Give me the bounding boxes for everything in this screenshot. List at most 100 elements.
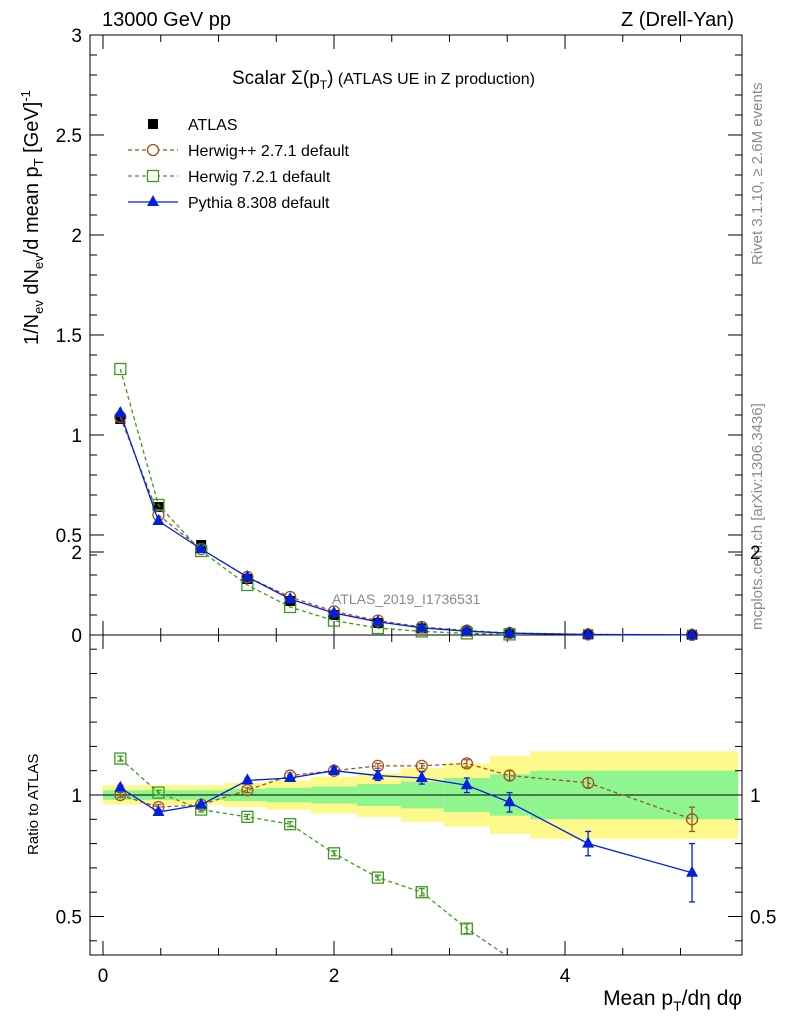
data-point-main — [371, 614, 384, 626]
data-point-ratio — [284, 770, 297, 782]
data-point-main — [686, 627, 699, 639]
y-axis-label: 1/Nev dNev/d mean pT [GeV]-1 — [18, 90, 46, 345]
ylabel-c: dN — [21, 269, 43, 300]
data-point-ratio — [152, 786, 165, 799]
series-line-ratio — [119, 758, 506, 956]
x-tick-label: 4 — [560, 966, 571, 987]
ratio-y-tick-label: 2 — [71, 543, 82, 564]
rivet-version-text: Rivet 3.1.10, ≥ 2.6M events — [749, 83, 766, 266]
data-point-ratio — [415, 770, 428, 782]
x-axis-label: Mean pT/dη dφ — [603, 987, 742, 1014]
legend-entry-atlas: ATLAS — [148, 117, 238, 134]
title-sigma: Σ(p — [291, 68, 320, 89]
ylabel-a: 1/N — [21, 314, 43, 345]
ratio-y-tick-label: 0.5 — [56, 908, 82, 929]
ylabel-d: ev — [31, 255, 46, 269]
xlabel-sub: T — [673, 998, 682, 1014]
y-tick-label: 0.5 — [56, 526, 82, 547]
data-point-main — [195, 542, 208, 553]
data-point-main — [115, 414, 126, 424]
title-main: Scalar — [232, 68, 291, 89]
data-point-main — [503, 626, 516, 638]
data-point-ratio — [328, 763, 340, 775]
data-point-ratio — [327, 847, 341, 860]
data-point-main — [415, 620, 428, 632]
series-line-main — [119, 412, 693, 636]
ylabel-e: /d mean p — [21, 166, 43, 255]
y-tick-label: 2.5 — [56, 126, 82, 147]
data-point-ratio — [460, 778, 473, 790]
legend-entry-herwig7: Herwig 7.2.1 default — [128, 169, 331, 186]
y-tick-label: 2 — [71, 226, 82, 247]
legend-label-atlas: ATLAS — [188, 117, 238, 134]
series-line-main — [119, 368, 510, 636]
ylabel-b: ev — [31, 300, 46, 314]
ratio-panel — [89, 634, 743, 956]
data-point-ratio — [241, 810, 254, 824]
data-point-ratio — [114, 752, 127, 765]
ylabel-g: [GeV] — [21, 102, 43, 159]
ratio-y-tick-label: 1 — [71, 786, 82, 807]
legend-marker-herwig7 — [146, 169, 160, 183]
ratio-y-tick-label-right: 1 — [750, 786, 761, 807]
data-point-ratio — [283, 818, 297, 831]
legend-marker-herwigpp — [146, 143, 160, 157]
legend-label-herwigpp: Herwig++ 2.7.1 default — [188, 143, 350, 160]
data-point-ratio — [152, 805, 165, 817]
data-point-main — [460, 624, 473, 636]
series-line-ratio — [119, 770, 693, 874]
header-left: 13000 GeV pp — [102, 9, 231, 31]
ratio-y-tick-label-right: 2 — [750, 543, 761, 564]
y-tick-label: 0 — [71, 626, 82, 647]
data-point-main — [328, 606, 340, 617]
legend-marker-atlas — [148, 119, 158, 129]
data-point-ratio — [503, 795, 516, 807]
y-tick-label: 1 — [71, 426, 82, 447]
ratio-y-axis-label: Ratio to ATLAS — [25, 754, 42, 855]
data-point-main — [114, 406, 127, 417]
legend: ATLAS Herwig++ 2.7.1 default Herwig 7.2.… — [128, 117, 350, 212]
y-tick-label: 1.5 — [56, 326, 82, 347]
data-point-ratio — [460, 922, 473, 935]
title-sub: T — [320, 78, 328, 92]
series-3 — [114, 406, 699, 903]
legend-label-herwig7: Herwig 7.2.1 default — [188, 169, 331, 186]
data-point-main — [114, 362, 127, 376]
legend-label-pythia: Pythia 8.308 default — [188, 195, 330, 212]
legend-marker-pythia — [147, 195, 159, 206]
data-point-ratio — [686, 865, 699, 877]
data-point-main — [582, 627, 595, 639]
x-tick-label: 2 — [329, 966, 340, 987]
chart-title: Scalar Σ(pT) (ATLAS UE in Z production) — [232, 68, 535, 92]
data-point-ratio — [460, 757, 473, 770]
xlabel-rest: /dη dφ — [682, 987, 742, 1010]
x-tick-label: 0 — [98, 966, 109, 987]
ylabel-f: T — [31, 158, 46, 166]
series-layer — [114, 362, 699, 956]
data-point-main — [153, 502, 164, 512]
data-point-ratio — [195, 797, 208, 809]
data-point-ratio — [415, 886, 428, 899]
data-point-main — [152, 514, 165, 525]
data-point-ratio — [685, 813, 699, 826]
ylabel-h: -1 — [18, 90, 33, 102]
data-point-ratio — [582, 836, 595, 848]
data-point-ratio — [371, 871, 385, 884]
data-point-main — [284, 592, 297, 603]
ratio-y-tick-label-right: 0.5 — [750, 908, 776, 929]
axis-ticks: 0 0.5 1 1.5 2 2.5 3 0 2 4 0.5 0.5 1 1 2 2 — [56, 26, 777, 987]
data-point-ratio — [503, 769, 516, 782]
title-close: ) — [327, 68, 333, 89]
legend-entry-pythia: Pythia 8.308 default — [128, 195, 330, 212]
data-point-main — [241, 570, 254, 581]
y-tick-label: 3 — [71, 26, 82, 47]
analysis-watermark: ATLAS_2019_I1736531 — [332, 591, 481, 607]
data-point-ratio — [241, 783, 254, 797]
header-right: Z (Drell-Yan) — [621, 9, 734, 31]
data-point-ratio — [241, 773, 254, 785]
data-point-ratio — [114, 780, 127, 792]
data-point-ratio — [581, 776, 595, 789]
mcplots-text: mcplots.cern.ch [arXiv:1306.3436] — [749, 403, 766, 630]
title-rest: (ATLAS UE in Z production) — [333, 71, 535, 88]
